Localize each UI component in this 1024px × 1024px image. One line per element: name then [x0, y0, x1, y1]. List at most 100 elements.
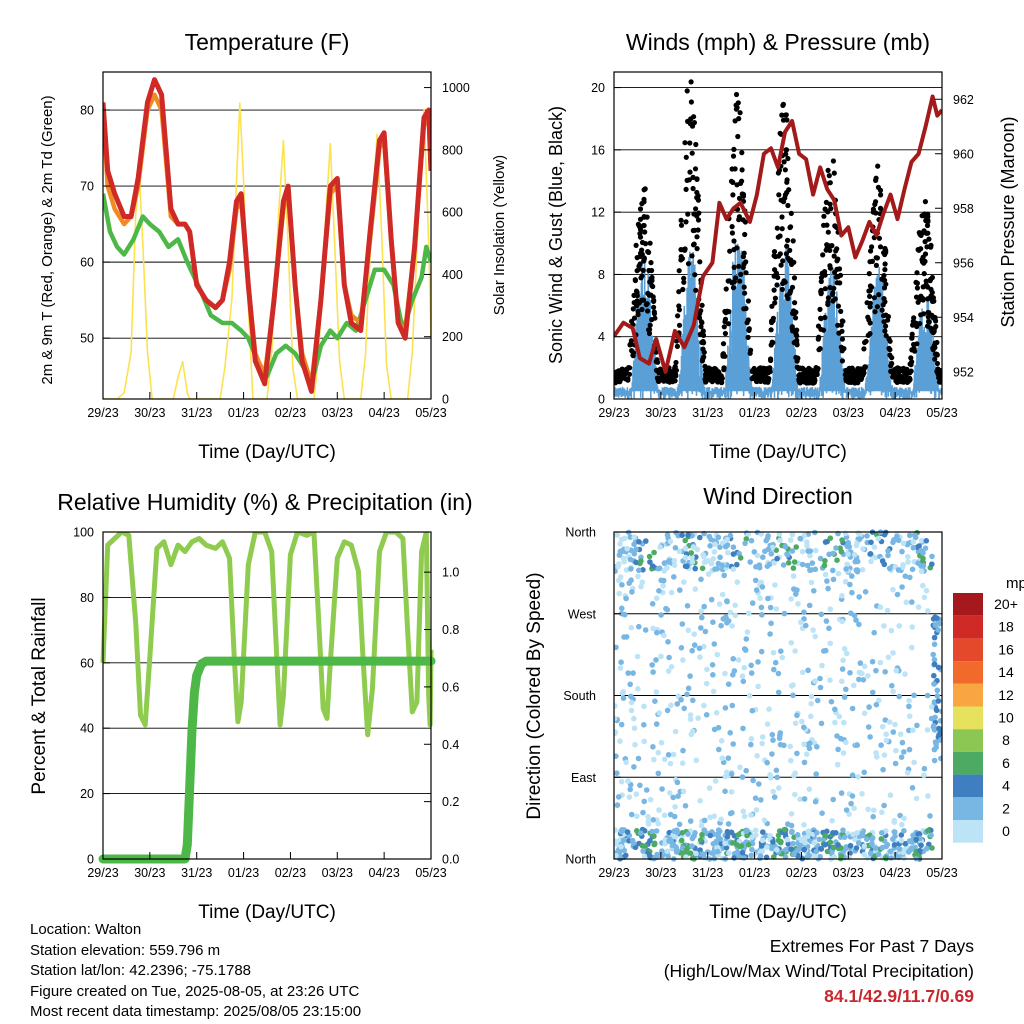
gust-dot [758, 366, 764, 372]
direction-dot [647, 559, 653, 565]
direction-dot [841, 719, 847, 726]
direction-dot [766, 706, 772, 712]
direction-dot [796, 842, 802, 849]
gust-dot [867, 320, 873, 326]
direction-dot [807, 552, 813, 559]
gust-dot [737, 278, 743, 284]
gust-dot [743, 270, 749, 276]
gust-dot [733, 106, 740, 112]
gust-dot [876, 235, 883, 241]
gust-dot [908, 362, 914, 368]
direction-dot [620, 689, 626, 695]
gust-dot [876, 292, 882, 298]
direction-dot [788, 640, 795, 646]
direction-dot [849, 589, 855, 596]
gust-dot [784, 117, 790, 123]
direction-dot [906, 713, 913, 719]
direction-dot [710, 688, 717, 695]
direction-dot [701, 827, 708, 833]
direction-dot [687, 716, 694, 722]
direction-dot [729, 623, 735, 629]
direction-dot [667, 538, 674, 545]
gust-dot [785, 295, 791, 302]
direction-dot [878, 830, 885, 836]
direction-dot [835, 842, 841, 848]
direction-dot [921, 772, 927, 778]
gust-dot [730, 179, 736, 185]
direction-dot [641, 798, 647, 805]
direction-dot [667, 811, 674, 818]
gust-dot [699, 358, 706, 364]
gust-dot [683, 154, 689, 160]
direction-dot [656, 710, 662, 716]
direction-dot [890, 650, 896, 656]
direction-dot [723, 543, 729, 550]
direction-dot [619, 605, 625, 612]
direction-dot [650, 817, 656, 823]
direction-dot [655, 770, 662, 777]
direction-dot [757, 853, 764, 859]
direction-dot [773, 606, 780, 612]
gust-dot [782, 192, 789, 198]
gust-dot [883, 312, 889, 318]
direction-dot [718, 816, 724, 823]
legend-swatch [953, 774, 983, 798]
gust-dot [870, 206, 877, 212]
humidity-axes: 0 20 40 60 80 100 0.0 0.2 0.4 0.6 0.8 1.0 29/23 30/23… [73, 526, 459, 881]
gust-dot [651, 298, 657, 304]
direction-dot [676, 548, 683, 554]
gust-dot [683, 186, 689, 192]
direction-dot [879, 723, 886, 730]
y-tick-label: 16 [591, 143, 605, 157]
direction-dot [669, 842, 676, 849]
direction-dot [653, 595, 660, 601]
direction-dot [668, 589, 675, 596]
direction-dot [699, 614, 705, 621]
direction-dot [654, 629, 660, 636]
gust-dot [736, 263, 742, 269]
x-tick-label: 03/23 [322, 866, 353, 880]
direction-dot [839, 593, 845, 599]
direction-dot [748, 670, 755, 676]
gust-dot [847, 375, 853, 381]
gust-dot [642, 229, 648, 235]
direction-dot [724, 833, 731, 840]
gust-dot [834, 280, 840, 286]
direction-dot [847, 581, 853, 588]
gust-dot [740, 264, 746, 270]
direction-dot [843, 739, 849, 746]
direction-dot [827, 677, 833, 683]
gust-dot [852, 371, 858, 377]
gust-dot [774, 225, 780, 231]
gust-dot [834, 258, 840, 264]
gust-dot [908, 368, 914, 374]
gust-dot [720, 353, 726, 359]
gust-dot [637, 261, 643, 267]
direction-dot [791, 772, 797, 779]
gust-dot [839, 328, 845, 334]
y2-tick-label: 956 [953, 256, 974, 270]
legend-swatch [953, 593, 983, 616]
gust-dot [641, 214, 647, 220]
direction-dot [857, 660, 864, 666]
gust-dot [758, 378, 764, 384]
gust-dot [909, 335, 915, 341]
direction-label: South [563, 689, 596, 703]
gust-dot [911, 345, 917, 351]
direction-dot [890, 729, 897, 735]
pressure-line [614, 94, 942, 374]
winds-xlabel: Time (Day/UTC) [709, 442, 847, 463]
direction-dot [746, 692, 753, 699]
gust-dot [877, 244, 884, 250]
gust-dot [693, 206, 699, 212]
legend-label: 2 [1002, 800, 1010, 816]
direction-dot [651, 549, 657, 556]
direction-dot [830, 830, 836, 836]
direction-dot [723, 769, 730, 776]
direction-dot [701, 702, 707, 709]
direction-dot [614, 730, 618, 737]
direction-dot [638, 583, 644, 590]
direction-dot [899, 821, 905, 828]
gust-dot [693, 287, 699, 293]
